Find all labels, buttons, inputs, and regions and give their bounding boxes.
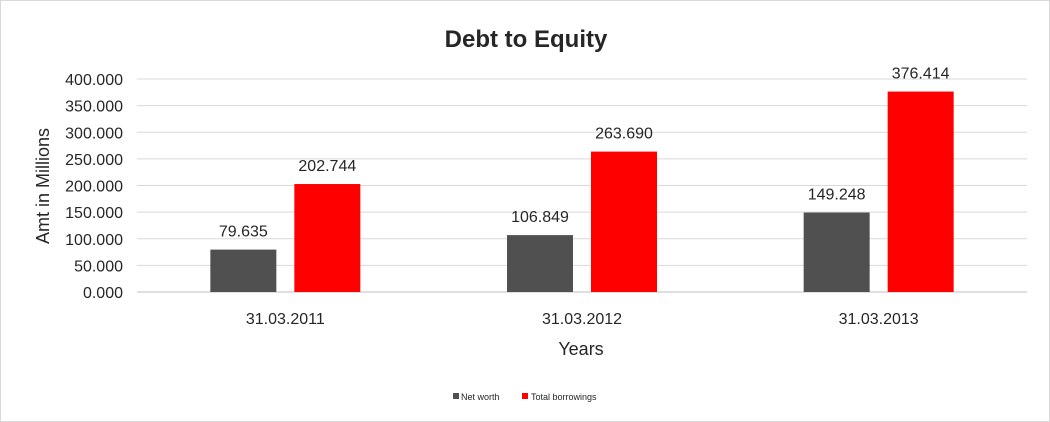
y-tick-label: 150.000 (65, 205, 123, 222)
bar-net-worth (803, 212, 870, 292)
y-axis-label: Amt in Millions (33, 128, 53, 244)
legend-swatch (522, 393, 528, 399)
y-tick-label: 250.000 (65, 152, 123, 169)
bar-total-borrowings (887, 91, 954, 293)
legend-label: Total borrowings (531, 392, 597, 402)
x-tick-label: 31.03.2012 (542, 311, 622, 328)
bar-total-borrowings (294, 184, 361, 292)
bars (210, 91, 954, 293)
x-tick-label: 31.03.2013 (839, 311, 919, 328)
y-tick-label: 300.000 (65, 125, 123, 142)
y-tick-label: 350.000 (65, 99, 123, 116)
bar-total-borrowings (591, 151, 657, 292)
bar-net-worth (507, 235, 573, 292)
y-tick-label: 400.000 (65, 72, 123, 89)
data-label: 376.414 (892, 66, 950, 83)
data-label: 149.248 (808, 187, 866, 204)
y-tick-label: 0.000 (83, 285, 123, 302)
x-axis-label: Years (558, 339, 603, 359)
gridlines (137, 78, 1027, 293)
y-tick-label: 50.000 (74, 258, 123, 275)
y-tick-label: 200.000 (65, 179, 123, 196)
data-label: 106.849 (511, 209, 569, 226)
legend-swatch (453, 393, 459, 399)
x-axis-ticks: 31.03.2011 31.03.2012 31.03.2013 (246, 311, 919, 328)
data-label: 263.690 (595, 126, 653, 143)
bar-net-worth (210, 249, 277, 292)
y-axis-ticks: 0.000 50.000 100.000 150.000 200.000 250.000 3… (65, 72, 123, 302)
legend: Net worth Total borrowings (453, 392, 597, 402)
x-tick-label: 31.03.2011 (246, 311, 325, 328)
data-labels: 79.635 202.744 106.849 263.690 149.248 376.41… (219, 66, 950, 241)
data-label: 79.635 (219, 224, 268, 241)
y-tick-label: 100.000 (65, 232, 123, 249)
chart-title: Debt to Equity (445, 26, 608, 53)
legend-label: Net worth (461, 392, 500, 402)
data-label: 202.744 (298, 158, 356, 175)
